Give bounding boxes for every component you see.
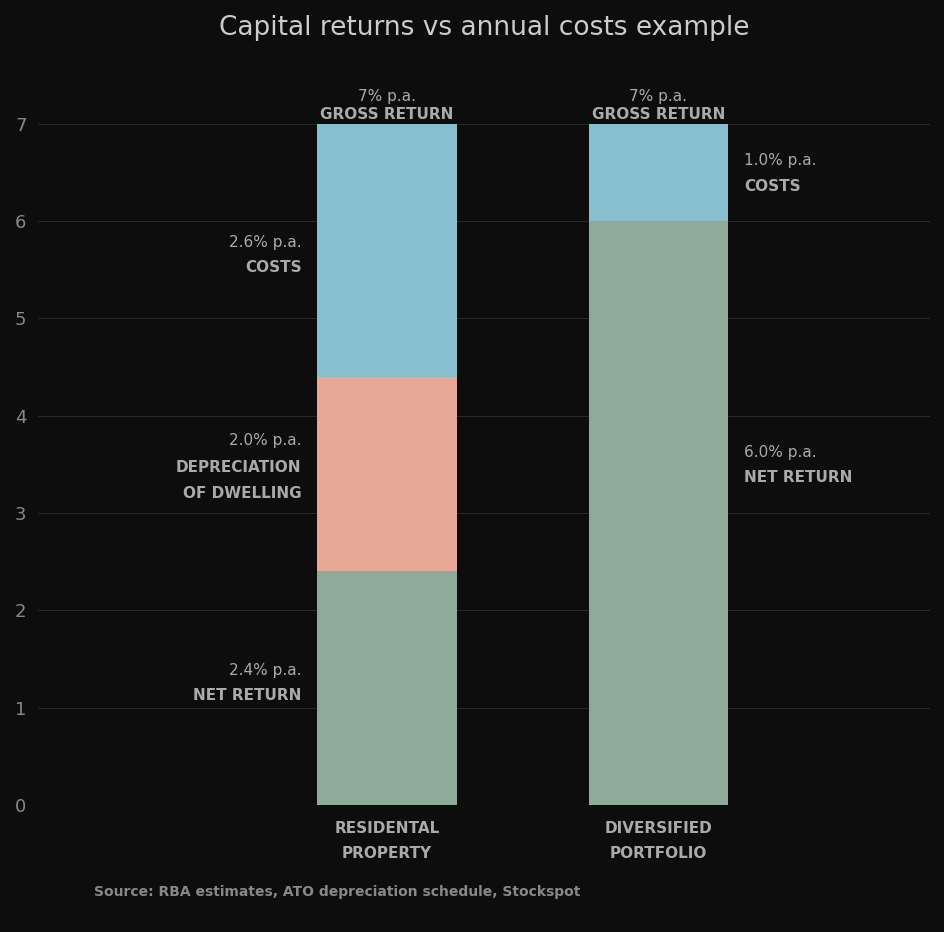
Text: COSTS: COSTS [244, 260, 301, 275]
Text: NET RETURN: NET RETURN [193, 689, 301, 704]
Text: 2.4% p.a.: 2.4% p.a. [228, 663, 301, 678]
Text: DEPRECIATION: DEPRECIATION [176, 459, 301, 474]
Bar [316, 124, 456, 377]
Text: COSTS: COSTS [743, 179, 800, 194]
Text: 1.0% p.a.: 1.0% p.a. [743, 154, 816, 169]
Bar [316, 571, 456, 805]
Text: 6.0% p.a.: 6.0% p.a. [743, 445, 816, 460]
Bar [588, 124, 728, 221]
Text: 2.0% p.a.: 2.0% p.a. [228, 432, 301, 447]
Text: OF DWELLING: OF DWELLING [182, 487, 301, 501]
Title: Capital returns vs annual costs example: Capital returns vs annual costs example [218, 15, 749, 41]
Text: GROSS RETURN: GROSS RETURN [591, 106, 724, 122]
Text: GROSS RETURN: GROSS RETURN [320, 106, 453, 122]
Bar [316, 377, 456, 571]
Text: NET RETURN: NET RETURN [743, 471, 851, 486]
Text: 7% p.a.: 7% p.a. [358, 89, 415, 104]
Text: Source: RBA estimates, ATO depreciation schedule, Stockspot: Source: RBA estimates, ATO depreciation … [94, 885, 581, 899]
Text: 2.6% p.a.: 2.6% p.a. [228, 235, 301, 250]
Bar [588, 221, 728, 805]
Text: 7% p.a.: 7% p.a. [629, 89, 686, 104]
